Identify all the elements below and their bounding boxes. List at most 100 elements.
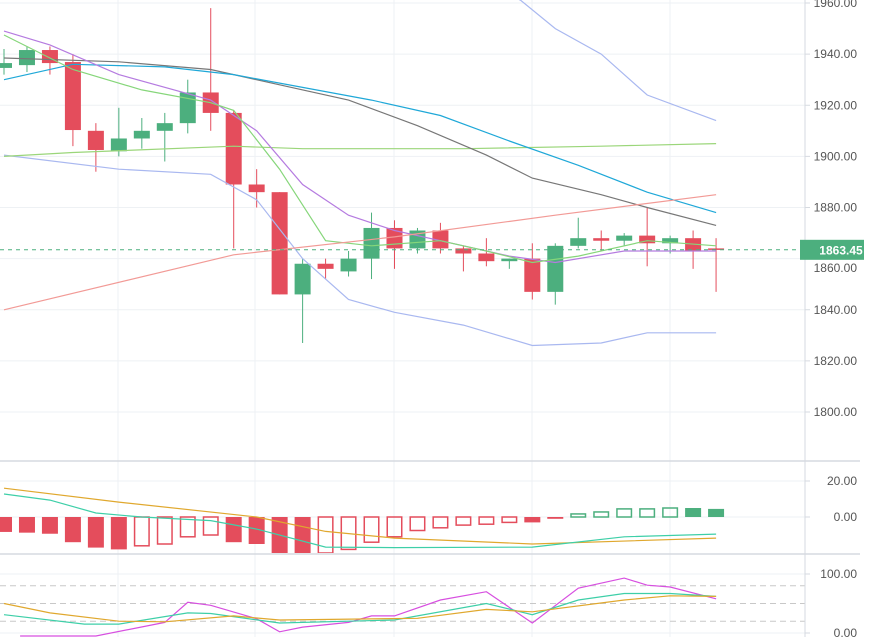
candle-body[interactable] bbox=[110, 138, 127, 152]
macd-histogram-bar[interactable] bbox=[570, 513, 587, 518]
candle[interactable] bbox=[547, 243, 564, 305]
candle-body[interactable] bbox=[524, 258, 541, 292]
macd-histogram-bar[interactable] bbox=[708, 508, 725, 517]
macd-histogram-bar[interactable] bbox=[639, 508, 656, 518]
macd-histogram-bar[interactable] bbox=[0, 517, 12, 532]
macd-histogram-bar[interactable] bbox=[524, 517, 541, 523]
macd-histogram-bar[interactable] bbox=[18, 517, 35, 533]
candle[interactable] bbox=[87, 123, 104, 172]
macd-histogram-bar[interactable] bbox=[478, 516, 495, 525]
candle[interactable] bbox=[708, 238, 725, 292]
macd-histogram-bar[interactable] bbox=[225, 517, 242, 543]
grid bbox=[0, 0, 805, 637]
candle[interactable] bbox=[225, 110, 242, 249]
candle-body[interactable] bbox=[432, 230, 449, 249]
candle[interactable] bbox=[110, 107, 127, 157]
candle[interactable] bbox=[0, 49, 12, 75]
macd-histogram-bar[interactable] bbox=[616, 508, 633, 518]
axis-tick-label: 1900.00 bbox=[814, 149, 858, 163]
candle-body[interactable] bbox=[340, 258, 357, 272]
macd-histogram-bar[interactable] bbox=[179, 516, 196, 538]
candle-body[interactable] bbox=[455, 248, 472, 254]
axis-tick-label: 1840.00 bbox=[814, 303, 858, 317]
candle[interactable] bbox=[501, 258, 518, 269]
candle-body[interactable] bbox=[639, 235, 656, 244]
macd-histogram-bar[interactable] bbox=[455, 516, 472, 526]
candle-body[interactable] bbox=[363, 227, 380, 259]
candle-body[interactable] bbox=[501, 258, 518, 262]
macd-histogram-bar[interactable] bbox=[156, 516, 173, 545]
candle-body[interactable] bbox=[248, 184, 265, 193]
candle[interactable] bbox=[179, 79, 196, 134]
candle-body[interactable] bbox=[18, 50, 35, 66]
candle[interactable] bbox=[294, 258, 311, 343]
macd-histogram-bar[interactable] bbox=[294, 517, 311, 554]
macd-histogram-bar[interactable] bbox=[133, 516, 150, 547]
price-axis[interactable]: 1960.00 1940.00 1920.00 1900.00 1880.00 1860.… bbox=[800, 0, 871, 637]
candle-body[interactable] bbox=[593, 238, 610, 241]
candle-body[interactable] bbox=[133, 130, 150, 139]
last-price-label: 1863.45 bbox=[819, 243, 863, 257]
candle-body[interactable] bbox=[317, 263, 334, 269]
plot-area bbox=[0, 577, 805, 637]
axis-tick-label: 100.00 bbox=[820, 567, 857, 581]
candle[interactable] bbox=[340, 250, 357, 277]
macd-histogram-bar[interactable] bbox=[501, 516, 518, 524]
macd-histogram-bar[interactable] bbox=[64, 517, 81, 543]
stochastic-panel[interactable] bbox=[0, 577, 805, 637]
axis-background bbox=[805, 0, 871, 637]
candle[interactable] bbox=[156, 112, 173, 162]
macd-histogram-bar[interactable] bbox=[363, 516, 380, 543]
axis-tick-label: 1800.00 bbox=[814, 405, 858, 419]
macd-histogram-bar[interactable] bbox=[409, 516, 426, 532]
macd-histogram-bar[interactable] bbox=[110, 517, 127, 550]
macd-histogram-bar[interactable] bbox=[662, 507, 679, 518]
ma-red-line bbox=[3, 194, 717, 311]
candle-body[interactable] bbox=[64, 62, 81, 131]
candle-body[interactable] bbox=[662, 238, 679, 244]
macd-histogram-bar[interactable] bbox=[685, 508, 702, 517]
candle-body[interactable] bbox=[708, 248, 725, 250]
candle[interactable] bbox=[455, 245, 472, 272]
candle[interactable] bbox=[593, 230, 610, 251]
macd-histogram-bar[interactable] bbox=[202, 516, 219, 536]
candle[interactable] bbox=[639, 207, 656, 267]
bollinger-lower-line bbox=[3, 154, 717, 347]
ma-cyan-line bbox=[3, 63, 717, 214]
candle[interactable] bbox=[64, 54, 81, 147]
macd-histogram-bar[interactable] bbox=[317, 516, 334, 553]
candle[interactable] bbox=[317, 258, 334, 280]
macd-histogram-bar[interactable] bbox=[248, 517, 265, 544]
candle-body[interactable] bbox=[271, 192, 288, 295]
candle[interactable] bbox=[248, 169, 265, 208]
macd-histogram-bar[interactable] bbox=[432, 516, 449, 529]
macd-histogram-bar[interactable] bbox=[41, 517, 58, 534]
candle-body[interactable] bbox=[570, 238, 587, 246]
macd-histogram-bar[interactable] bbox=[87, 517, 104, 548]
candle[interactable] bbox=[271, 192, 288, 295]
candle-body[interactable] bbox=[294, 263, 311, 295]
stoch-orange-line bbox=[3, 595, 717, 623]
candle[interactable] bbox=[570, 217, 587, 249]
macd-panel[interactable] bbox=[0, 487, 725, 554]
candle-body[interactable] bbox=[0, 63, 12, 68]
candle-body[interactable] bbox=[225, 112, 242, 185]
macd-histogram-bar[interactable] bbox=[593, 511, 610, 518]
macd-histogram-bar[interactable] bbox=[386, 516, 403, 538]
candle-body[interactable] bbox=[156, 123, 173, 131]
candle-body[interactable] bbox=[478, 253, 495, 262]
candle[interactable] bbox=[524, 243, 541, 300]
macd-histogram-bar[interactable] bbox=[547, 517, 564, 519]
candle[interactable] bbox=[432, 222, 449, 254]
plot-area bbox=[0, 487, 725, 554]
candle-body[interactable] bbox=[616, 235, 633, 241]
candle-body[interactable] bbox=[547, 245, 564, 292]
ma-long-green-line bbox=[3, 143, 717, 157]
candle-body[interactable] bbox=[87, 130, 104, 150]
candle[interactable] bbox=[133, 118, 150, 149]
candle[interactable] bbox=[478, 238, 495, 267]
candle[interactable] bbox=[616, 233, 633, 246]
price-panel[interactable] bbox=[0, 0, 805, 347]
candle-body[interactable] bbox=[179, 92, 196, 124]
